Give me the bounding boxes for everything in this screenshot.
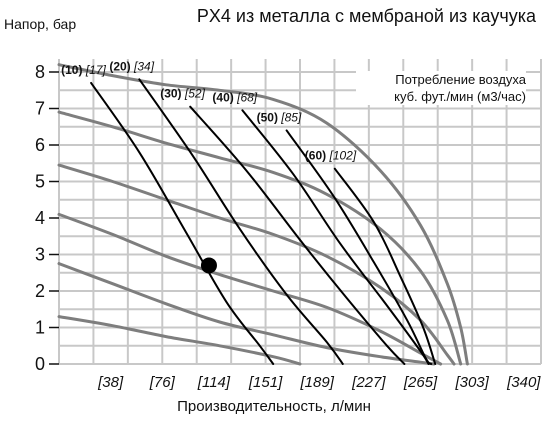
x-tick-label: [227] bbox=[351, 374, 386, 391]
chart-grid bbox=[58, 59, 542, 365]
x-tick-label: [340] bbox=[506, 374, 541, 391]
y-tick-label: 0 bbox=[35, 354, 45, 374]
x-tick-label: [76] bbox=[149, 374, 176, 391]
air-consumption-curve bbox=[333, 167, 437, 365]
x-axis-label: Производительность, л/мин bbox=[177, 398, 371, 415]
curve-label-m3h: [52] bbox=[184, 87, 206, 101]
y-tick-label: 2 bbox=[35, 281, 45, 301]
air-consumption-curves bbox=[90, 78, 437, 365]
air-consumption-curve bbox=[285, 129, 433, 365]
curve-label-cfm: (10) bbox=[61, 63, 86, 77]
performance-curve bbox=[57, 315, 302, 366]
y-tick-label: 8 bbox=[35, 62, 45, 82]
y-tick-labels: 0 1 2 3 4 5 6 7 8 bbox=[35, 62, 59, 374]
curve-label-cfm: (20) bbox=[109, 59, 134, 73]
y-tick-label: 1 bbox=[35, 318, 45, 338]
y-tick-label: 3 bbox=[35, 245, 45, 265]
x-tick-labels: [38] [76] [114] [151] [189] [227] [265] [303] [3… bbox=[97, 374, 541, 391]
curve-label-m3h: [85] bbox=[280, 110, 302, 124]
legend-line-1: Потребление воздуха bbox=[395, 72, 526, 87]
y-tick-label: 7 bbox=[35, 99, 45, 119]
air-consumption-curve-label: (20) [34] bbox=[109, 59, 154, 73]
curve-label-m3h: [17] bbox=[85, 63, 107, 77]
y-tick-label: 6 bbox=[35, 135, 45, 155]
x-tick-label: [189] bbox=[300, 374, 335, 391]
air-consumption-curve-label: (30) [52] bbox=[160, 87, 205, 101]
air-consumption-curve bbox=[138, 78, 344, 365]
y-tick-label: 4 bbox=[35, 208, 45, 228]
curve-label-cfm: (30) bbox=[160, 87, 185, 101]
air-consumption-curve bbox=[90, 81, 275, 365]
curve-label-m3h: [102] bbox=[328, 149, 356, 163]
air-consumption-curve-label: (10) [17] bbox=[61, 63, 106, 77]
curve-label-m3h: [34] bbox=[133, 59, 155, 73]
air-consumption-curve-label: (50) [85] bbox=[257, 110, 302, 124]
x-tick-label: [303] bbox=[454, 374, 489, 391]
operating-point bbox=[200, 257, 217, 274]
air-consumption-curve-label: (40) [68] bbox=[212, 90, 257, 104]
chart-title: PX4 из металла с мембраной из каучука bbox=[196, 6, 536, 26]
performance-curve bbox=[57, 262, 436, 366]
performance-curve bbox=[57, 163, 456, 366]
air-consumption-curve bbox=[241, 109, 430, 365]
y-axis-label: Напор, бар bbox=[4, 16, 77, 32]
x-tick-label: [38] bbox=[97, 374, 124, 391]
air-consumption-curve bbox=[189, 105, 406, 365]
chart-legend: Потребление воздуха куб. фут./мин (м3/ча… bbox=[356, 71, 526, 105]
legend-line-2: куб. фут./мин (м3/час) bbox=[394, 89, 526, 104]
curve-label-m3h: [68] bbox=[236, 90, 258, 104]
y-tick-label: 5 bbox=[35, 172, 45, 192]
performance-curve bbox=[57, 212, 443, 366]
air-consumption-labels: (10) [17] (20) [34](30) [52] (40) [68](50)… bbox=[61, 59, 357, 162]
operating-point-dot bbox=[200, 257, 217, 274]
x-tick-label: [151] bbox=[248, 374, 283, 391]
curve-label-cfm: (50) bbox=[257, 110, 282, 124]
x-tick-label: [114] bbox=[197, 374, 231, 391]
air-consumption-curve-label: (60) [102] bbox=[305, 149, 357, 163]
x-tick-label: [265] bbox=[403, 374, 438, 391]
performance-curve bbox=[57, 63, 469, 366]
curve-label-cfm: (40) bbox=[212, 90, 237, 104]
curve-label-cfm: (60) bbox=[305, 149, 330, 163]
